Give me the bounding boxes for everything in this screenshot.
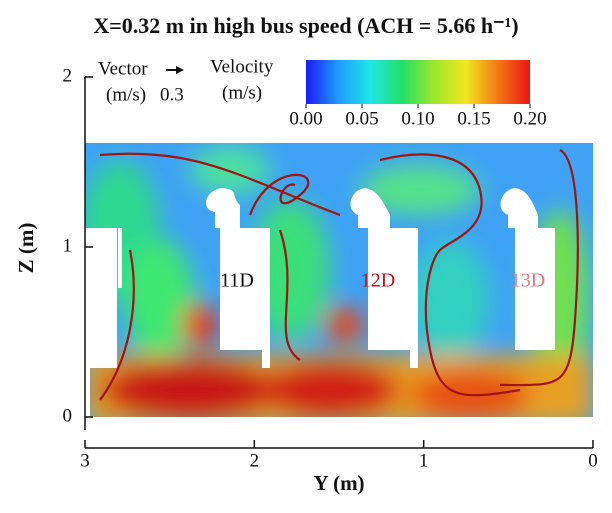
colorbar-tick-label: 0.10 [401,108,434,129]
vector-arrowhead [176,66,184,74]
colorbar-tick-label: 0.15 [457,108,490,129]
y-tick-label: 1 [63,235,73,256]
x-tick-label: 2 [250,450,260,471]
x-axis-label: Y (m) [313,471,364,495]
x-tick-label: 3 [80,450,90,471]
colorbar-unit: (m/s) [222,82,262,103]
vector-legend-label: Vector [98,58,148,79]
seat-label: 11D [220,270,254,292]
seat-label: 13D [511,270,545,292]
seat-label: 12D [361,270,395,292]
vector-legend-unit: (m/s) [106,84,146,105]
colorbar-tick-label: 0.05 [345,108,378,129]
chart-title: X=0.32 m in high bus speed (ACH = 5.66 h… [93,13,518,38]
x-tick-label: 0 [588,450,598,471]
y-tick-label: 2 [63,65,73,86]
colorbar [306,60,530,104]
x-tick-label: 1 [419,450,429,471]
y-axis-label: Z (m) [14,223,38,274]
colorbar-tick-label: 0.00 [289,108,322,129]
velocity-field [85,143,593,417]
vector-legend-scale: 0.3 [160,84,184,105]
y-tick-label: 0 [63,405,73,426]
colorbar-label: Velocity [210,56,274,77]
colorbar-tick-label: 0.20 [513,108,546,129]
